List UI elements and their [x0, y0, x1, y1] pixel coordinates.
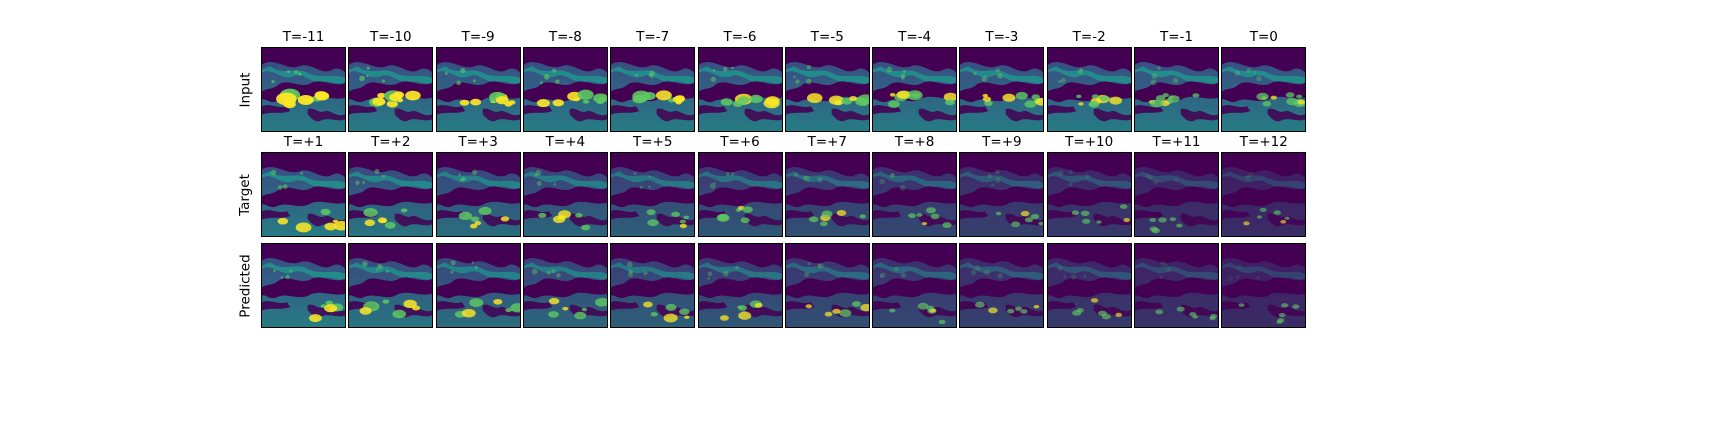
heatmap-panel-target [1221, 152, 1307, 237]
heatmap-panel-predicted [261, 243, 346, 328]
heatmap-panel-target [261, 152, 346, 237]
heatmap-panel-input [872, 47, 958, 132]
heatmap-panel-predicted [435, 243, 521, 328]
heatmap-panel-input [784, 47, 870, 132]
panel-title: T=-9 [461, 29, 495, 45]
heatmap-panel-target [784, 152, 870, 237]
panel-title: T=+12 [1239, 134, 1288, 150]
row-label-input: Input [236, 72, 253, 107]
panel-title: T=-10 [369, 29, 412, 45]
heatmap-panel-predicted [872, 243, 958, 328]
panel-title: T=+10 [1065, 134, 1114, 150]
heatmap-panel-predicted [610, 243, 696, 328]
heatmap-panel-target [872, 152, 958, 237]
heatmap-panel-predicted [1134, 243, 1219, 328]
panel-title: T=+5 [632, 134, 673, 150]
heatmap-panel-input [435, 47, 521, 132]
panel-title: T=-1 [1159, 29, 1194, 45]
heatmap-panel-predicted [697, 243, 783, 328]
heatmap-panel-predicted [1046, 243, 1132, 328]
panel-title: T=+11 [1152, 134, 1201, 150]
panel-title: T=+7 [807, 134, 848, 150]
heatmap-panel-input [1046, 47, 1132, 132]
heatmap-panel-target [1134, 152, 1219, 237]
heatmap-panel-input [522, 47, 608, 132]
panel-title: T=+2 [371, 134, 411, 150]
panel-title: T=-6 [723, 29, 757, 45]
heatmap-panel-predicted [522, 243, 608, 328]
panel-title: T=-3 [985, 29, 1019, 45]
heatmap-panel-target [697, 152, 783, 237]
heatmap-panel-input [261, 47, 346, 132]
panel-title: T=0 [1249, 29, 1278, 45]
heatmap-panel-input [348, 47, 434, 132]
heatmap-panel-predicted [959, 243, 1045, 328]
panel-title: T=+6 [720, 134, 760, 150]
heatmap-panel-input [959, 47, 1045, 132]
heatmap-panel-target [522, 152, 608, 237]
heatmap-panel-input [1221, 47, 1307, 132]
heatmap-panel-target [435, 152, 521, 237]
heatmap-panel-input [610, 47, 696, 132]
heatmap-panel-target [348, 152, 434, 237]
panel-title: T=+3 [458, 134, 498, 150]
panel-title: T=+4 [545, 134, 586, 150]
heatmap-panel-predicted [348, 243, 434, 328]
panel-title: T=-2 [1072, 29, 1106, 45]
panel-title: T=-4 [898, 29, 932, 45]
heatmap-panel-target [1046, 152, 1132, 237]
panel-title: T=+8 [894, 134, 935, 150]
panel-title: T=+9 [982, 134, 1022, 150]
heatmap-panel-predicted [1221, 243, 1307, 328]
heatmap-panel-input [1134, 47, 1219, 132]
row-label-predicted: Predicted [237, 253, 254, 318]
row-label-target: Target [236, 173, 253, 216]
panel-title: T=-8 [548, 29, 582, 45]
panel-title: T=-5 [810, 29, 844, 45]
heatmap-panel-input [697, 47, 783, 132]
heatmap-panel-target [959, 152, 1045, 237]
panel-title: T=-11 [282, 29, 325, 45]
heatmap-panel-predicted [784, 243, 870, 328]
panel-title: T=+1 [283, 134, 324, 150]
panel-title: T=-7 [636, 29, 670, 45]
heatmap-panel-target [610, 152, 696, 237]
